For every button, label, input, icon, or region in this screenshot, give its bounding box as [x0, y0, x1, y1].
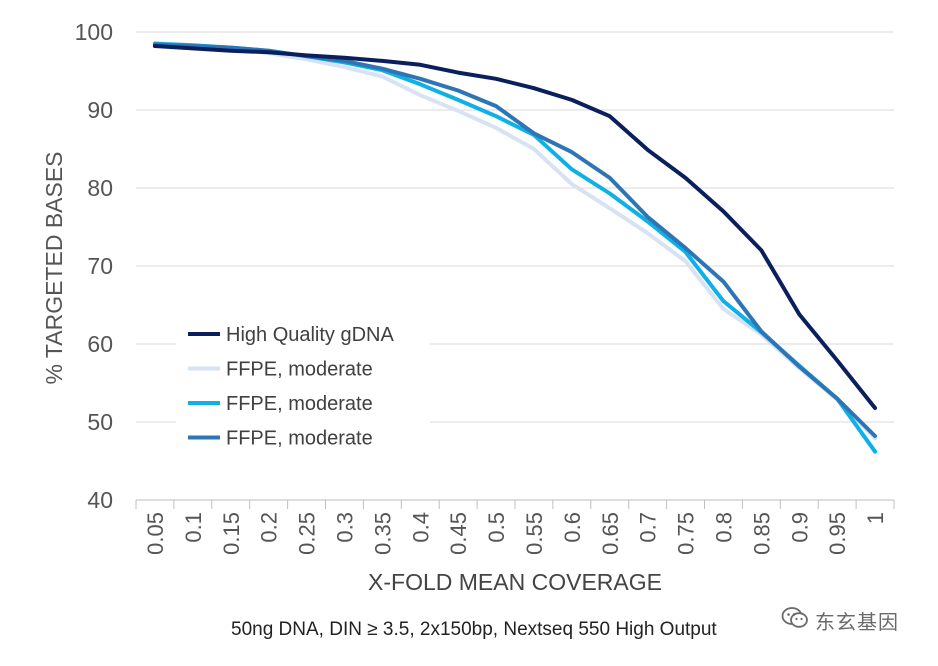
x-tick-label: 0.1	[181, 512, 206, 543]
y-tick-label: 50	[87, 409, 113, 435]
y-tick-labels: 40 50 60 70 80 90 100	[75, 19, 113, 513]
y-tick-label: 60	[87, 331, 113, 357]
watermark: 东玄基因	[781, 606, 899, 635]
x-tick-label: 0.05	[143, 512, 168, 555]
y-tick-label: 90	[87, 97, 113, 123]
x-axis-title: X-FOLD MEAN COVERAGE	[368, 569, 662, 595]
y-tick-label: 40	[87, 487, 113, 513]
legend-label: FFPE, moderate	[226, 393, 373, 415]
chart-subtitle: 50ng DNA, DIN ≥ 3.5, 2x150bp, Nextseq 55…	[231, 619, 717, 640]
x-tick-labels: 0.05 0.1 0.15 0.2 0.25 0.3 0.35 0.4 0.45 0.5 0.55 0…	[143, 512, 888, 555]
legend-label: FFPE, moderate	[226, 428, 373, 450]
axes	[135, 499, 895, 509]
series-lines	[152, 40, 877, 454]
x-tick-label: 0.3	[332, 512, 357, 543]
x-tick-label: 0.5	[484, 512, 509, 543]
x-tick-label: 0.25	[295, 512, 320, 555]
wechat-icon	[781, 606, 809, 635]
legend: High Quality gDNA FFPE, moderate FFPE, mod…	[176, 316, 430, 462]
x-tick-label: 0.9	[787, 512, 812, 543]
x-tick-label: 0.4	[408, 512, 433, 543]
y-tick-label: 70	[87, 253, 113, 279]
series-line	[152, 44, 877, 410]
x-tick-label: 0.35	[370, 512, 395, 555]
x-tick-label: 0.15	[219, 512, 244, 555]
y-tick-label: 80	[87, 175, 113, 201]
x-tick-label: 0.95	[825, 512, 850, 555]
x-tick-label: 0.45	[446, 512, 471, 555]
x-tick-label: 0.75	[674, 512, 699, 555]
x-tick-label: 0.2	[257, 512, 282, 543]
watermark-text: 东玄基因	[815, 612, 899, 634]
x-tick-label: 1	[863, 512, 888, 524]
x-tick-label: 0.7	[636, 512, 661, 543]
x-tick-label: 0.65	[598, 512, 623, 555]
y-axis-title: % TARGETED BASES	[41, 151, 67, 384]
legend-label: FFPE, moderate	[226, 359, 373, 381]
x-tick-label: 0.55	[522, 512, 547, 555]
x-tick-label: 0.8	[711, 512, 736, 543]
x-tick-label: 0.85	[749, 512, 774, 555]
legend-label: High Quality gDNA	[226, 324, 395, 346]
y-tick-label: 100	[75, 19, 113, 45]
x-tick-label: 0.6	[560, 512, 585, 543]
